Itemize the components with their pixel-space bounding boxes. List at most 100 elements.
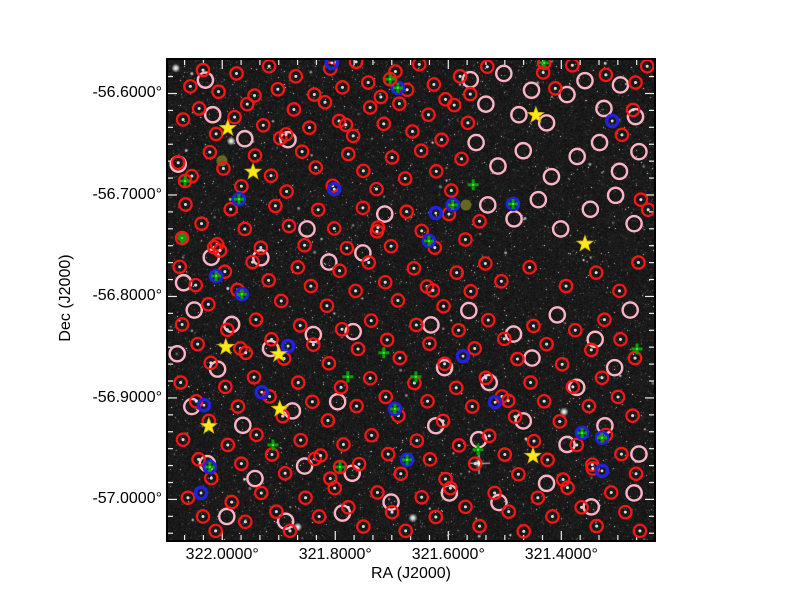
red-circle-catalog-marker <box>597 312 612 327</box>
red-circle-catalog-marker <box>317 94 333 110</box>
red-circle-catalog-source-dot <box>604 73 608 77</box>
red-circle-catalog-source-dot <box>405 210 409 214</box>
red-circle-catalog-marker <box>361 255 377 270</box>
red-circle-catalog-marker <box>188 277 204 293</box>
red-circle-catalog-marker <box>216 161 231 176</box>
red-circle-catalog-marker <box>632 523 648 539</box>
blue-circle-catalog-source-dot <box>199 491 203 495</box>
red-circle-catalog-source-dot <box>178 265 182 269</box>
red-circle-catalog-marker <box>191 101 207 116</box>
red-circle-catalog-marker <box>406 261 422 276</box>
red-circle-catalog-source-dot <box>361 169 365 173</box>
red-circle-catalog-marker <box>548 81 563 96</box>
red-circle-catalog-source-dot <box>367 261 371 265</box>
red-circle-catalog-source-dot <box>285 190 289 194</box>
red-circle-catalog-source-dot <box>589 348 593 352</box>
red-circle-catalog-marker <box>390 293 406 308</box>
red-circle-catalog-source-dot <box>580 505 584 509</box>
blue-circle-catalog-marker <box>487 394 503 410</box>
red-circle-catalog-source-dot <box>188 84 192 88</box>
red-circle-catalog-source-dot <box>473 346 477 350</box>
blue-circle-green-plus-catalog-marker <box>505 196 521 212</box>
red-circle-catalog-marker <box>467 341 482 356</box>
red-circle-catalog-source-dot <box>507 510 511 514</box>
red-circle-catalog-source-dot <box>223 385 227 389</box>
pink-circle-catalog-marker <box>203 105 222 124</box>
red-circle-catalog-source-dot <box>558 419 562 423</box>
red-circle-green-plus-catalog-marker <box>177 173 193 189</box>
red-circle-catalog-source-dot <box>253 154 257 158</box>
pink-circle-catalog-marker <box>582 498 601 516</box>
red-circle-catalog-marker <box>269 504 284 519</box>
red-circle-catalog-marker <box>585 461 601 476</box>
red-circle-catalog-marker <box>333 380 349 395</box>
red-circle-catalog-marker <box>356 519 371 534</box>
blue-circle-catalog-source-dot <box>610 119 614 123</box>
red-circle-catalog-marker <box>282 523 298 539</box>
blue-circle-catalog-source-dot <box>330 61 334 65</box>
y-tick-label: -56.9000° <box>92 388 162 406</box>
blue-circle-catalog-marker <box>594 463 610 479</box>
pink-circle-catalog-marker <box>611 76 630 94</box>
red-circle-catalog-marker <box>247 88 262 103</box>
red-circle-catalog-source-dot <box>545 342 549 346</box>
red-circle-catalog-source-dot <box>346 152 350 156</box>
blue-circle-catalog-source-dot <box>202 403 206 407</box>
blue-circle-green-plus-catalog-marker <box>234 286 250 302</box>
catalog-markers-overlay <box>168 60 654 540</box>
red-circle-catalog-marker <box>305 394 320 410</box>
red-circle-catalog-source-dot <box>433 246 437 250</box>
red-circle-catalog-marker <box>298 490 313 506</box>
green-plus-marker-center <box>472 183 475 186</box>
red-circle-catalog-marker <box>341 500 356 515</box>
pink-circle-catalog-marker <box>581 200 600 219</box>
red-circle-catalog-source-dot <box>386 452 390 456</box>
red-circle-catalog-marker <box>507 409 523 424</box>
blue-circle-catalog-source-dot <box>461 354 465 358</box>
red-circle-catalog-marker <box>594 370 610 386</box>
red-circle-catalog-marker <box>569 437 585 453</box>
red-circle-catalog-marker <box>628 75 643 90</box>
red-circle-catalog-source-dot <box>223 270 227 274</box>
red-circle-catalog-source-dot <box>196 342 200 346</box>
red-circle-catalog-marker <box>373 89 389 105</box>
red-circle-catalog-source-dot <box>245 102 249 106</box>
red-circle-catalog-marker <box>378 389 394 405</box>
red-circle-catalog-marker <box>467 456 483 471</box>
red-circle-catalog-marker <box>380 446 396 462</box>
pink-circle-catalog-marker <box>235 129 254 148</box>
red-circle-catalog-marker <box>320 413 336 428</box>
red-circle-catalog-marker <box>246 369 262 385</box>
red-circle-catalog-marker <box>434 132 449 147</box>
red-circle-catalog-marker <box>237 221 253 237</box>
red-circle-catalog-source-dot <box>197 106 201 110</box>
green-plus-marker-center <box>511 202 515 206</box>
red-circle-catalog-source-dot <box>239 184 243 188</box>
red-circle-catalog-source-dot <box>487 434 491 438</box>
green-plus-marker-center <box>183 179 187 183</box>
red-circle-catalog-source-dot <box>417 62 421 66</box>
red-circle-catalog-source-dot <box>432 82 436 86</box>
red-circle-catalog-source-dot <box>444 477 448 481</box>
red-circle-catalog-marker <box>610 389 626 405</box>
red-circle-catalog-source-dot <box>261 123 265 127</box>
red-circle-catalog-marker <box>253 240 269 255</box>
red-circle-catalog-source-dot <box>458 74 462 78</box>
red-circle-catalog-source-dot <box>370 433 374 437</box>
red-circle-catalog-source-dot <box>434 169 438 173</box>
red-circle-catalog-marker <box>422 336 437 351</box>
red-circle-catalog-marker <box>398 523 413 539</box>
red-circle-catalog-source-dot <box>259 491 263 495</box>
y-tick-label: -56.7000° <box>92 185 162 203</box>
green-plus-marker-center <box>405 458 409 462</box>
green-plus-marker-center <box>271 443 275 447</box>
red-circle-catalog-marker <box>208 523 223 539</box>
red-circle-catalog-marker <box>237 514 253 530</box>
red-circle-catalog-source-dot <box>307 126 311 130</box>
red-circle-catalog-source-dot <box>631 108 635 112</box>
red-circle-catalog-source-dot <box>609 490 613 494</box>
red-circle-catalog-source-dot <box>469 289 473 293</box>
red-circle-catalog-source-dot <box>243 227 247 231</box>
red-circle-catalog-marker <box>523 375 538 390</box>
pink-circle-catalog-marker <box>218 507 236 526</box>
